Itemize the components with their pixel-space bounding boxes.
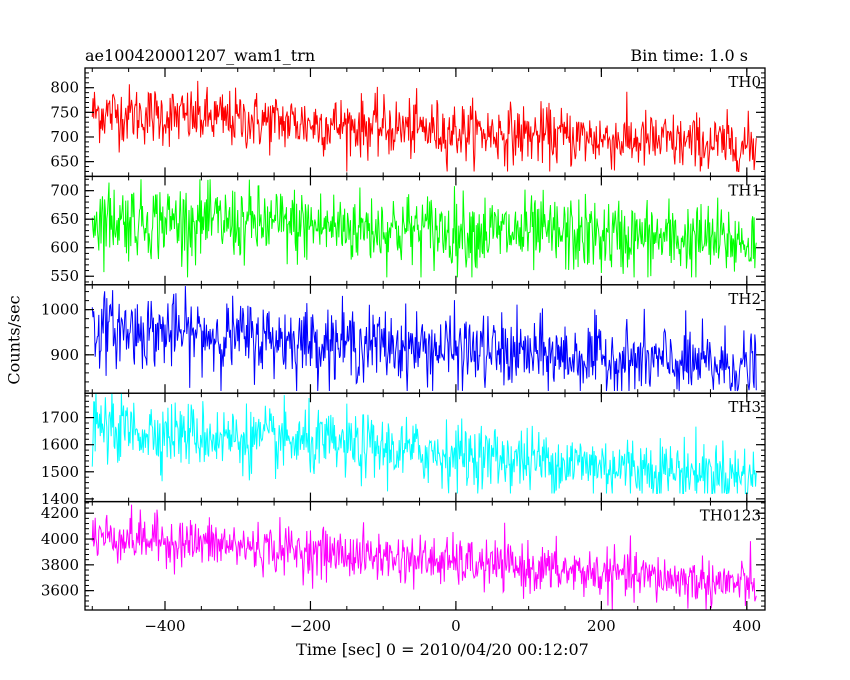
- panel-label-th0123: TH0123: [700, 507, 761, 525]
- x-tick-label: 0: [451, 617, 461, 635]
- panel-label-th0: TH0: [728, 73, 761, 91]
- series-line-th0: [91, 80, 757, 172]
- x-tick-label: 400: [732, 617, 761, 635]
- bin-time-label: Bin time: 1.0 s: [630, 46, 748, 65]
- series-line-th1: [91, 179, 757, 278]
- y-tick-label: 1600: [41, 436, 79, 454]
- y-axis-label: Counts/sec: [4, 295, 24, 385]
- y-tick-label: 600: [50, 239, 79, 257]
- y-tick-label: 1000: [41, 301, 79, 319]
- y-tick-label: 550: [50, 267, 79, 285]
- y-tick-label: 650: [50, 210, 79, 228]
- x-tick-label: 200: [587, 617, 616, 635]
- y-tick-label: 700: [50, 182, 79, 200]
- series-line-th0123: [91, 504, 757, 611]
- panel-label-th3: TH3: [728, 398, 761, 416]
- y-tick-label: 700: [50, 128, 79, 146]
- y-tick-label: 3800: [41, 556, 79, 574]
- series-line-th3: [91, 393, 757, 494]
- y-tick-label: 4200: [41, 504, 79, 522]
- y-tick-label: 4000: [41, 530, 79, 548]
- series-line-th2: [91, 286, 757, 392]
- panel-th1: 550 600 650 700 TH1: [50, 175, 766, 286]
- y-tick-label: 800: [50, 79, 79, 97]
- y-tick-label: 750: [50, 103, 79, 121]
- panel-th2: 900 1000 TH2: [41, 284, 766, 394]
- panel-label-th2: TH2: [728, 290, 761, 308]
- x-tick-label: −400: [144, 617, 185, 635]
- x-axis-label: Time [sec] 0 = 2010/04/20 00:12:07: [296, 640, 589, 659]
- panel-th0: 650 700 750 800 TH0: [50, 67, 766, 178]
- y-tick-label: 1700: [41, 409, 79, 427]
- panel-label-th1: TH1: [728, 181, 761, 199]
- panel-frame: [84, 67, 766, 178]
- panel-th0123: 3600 3800 4000 4200 TH0123: [41, 500, 766, 611]
- title: ae100420001207_wam1_trn: [85, 46, 316, 65]
- x-tick-label: −200: [290, 617, 331, 635]
- y-tick-label: 3600: [41, 582, 79, 600]
- y-tick-label: 650: [50, 153, 79, 171]
- panel-frame: [84, 500, 766, 611]
- y-tick-label: 1400: [41, 490, 79, 508]
- y-tick-label: 900: [50, 346, 79, 364]
- panel-th3: 1400 1500 1600 1700 TH3: [41, 392, 766, 508]
- y-tick-label: 1500: [41, 463, 79, 481]
